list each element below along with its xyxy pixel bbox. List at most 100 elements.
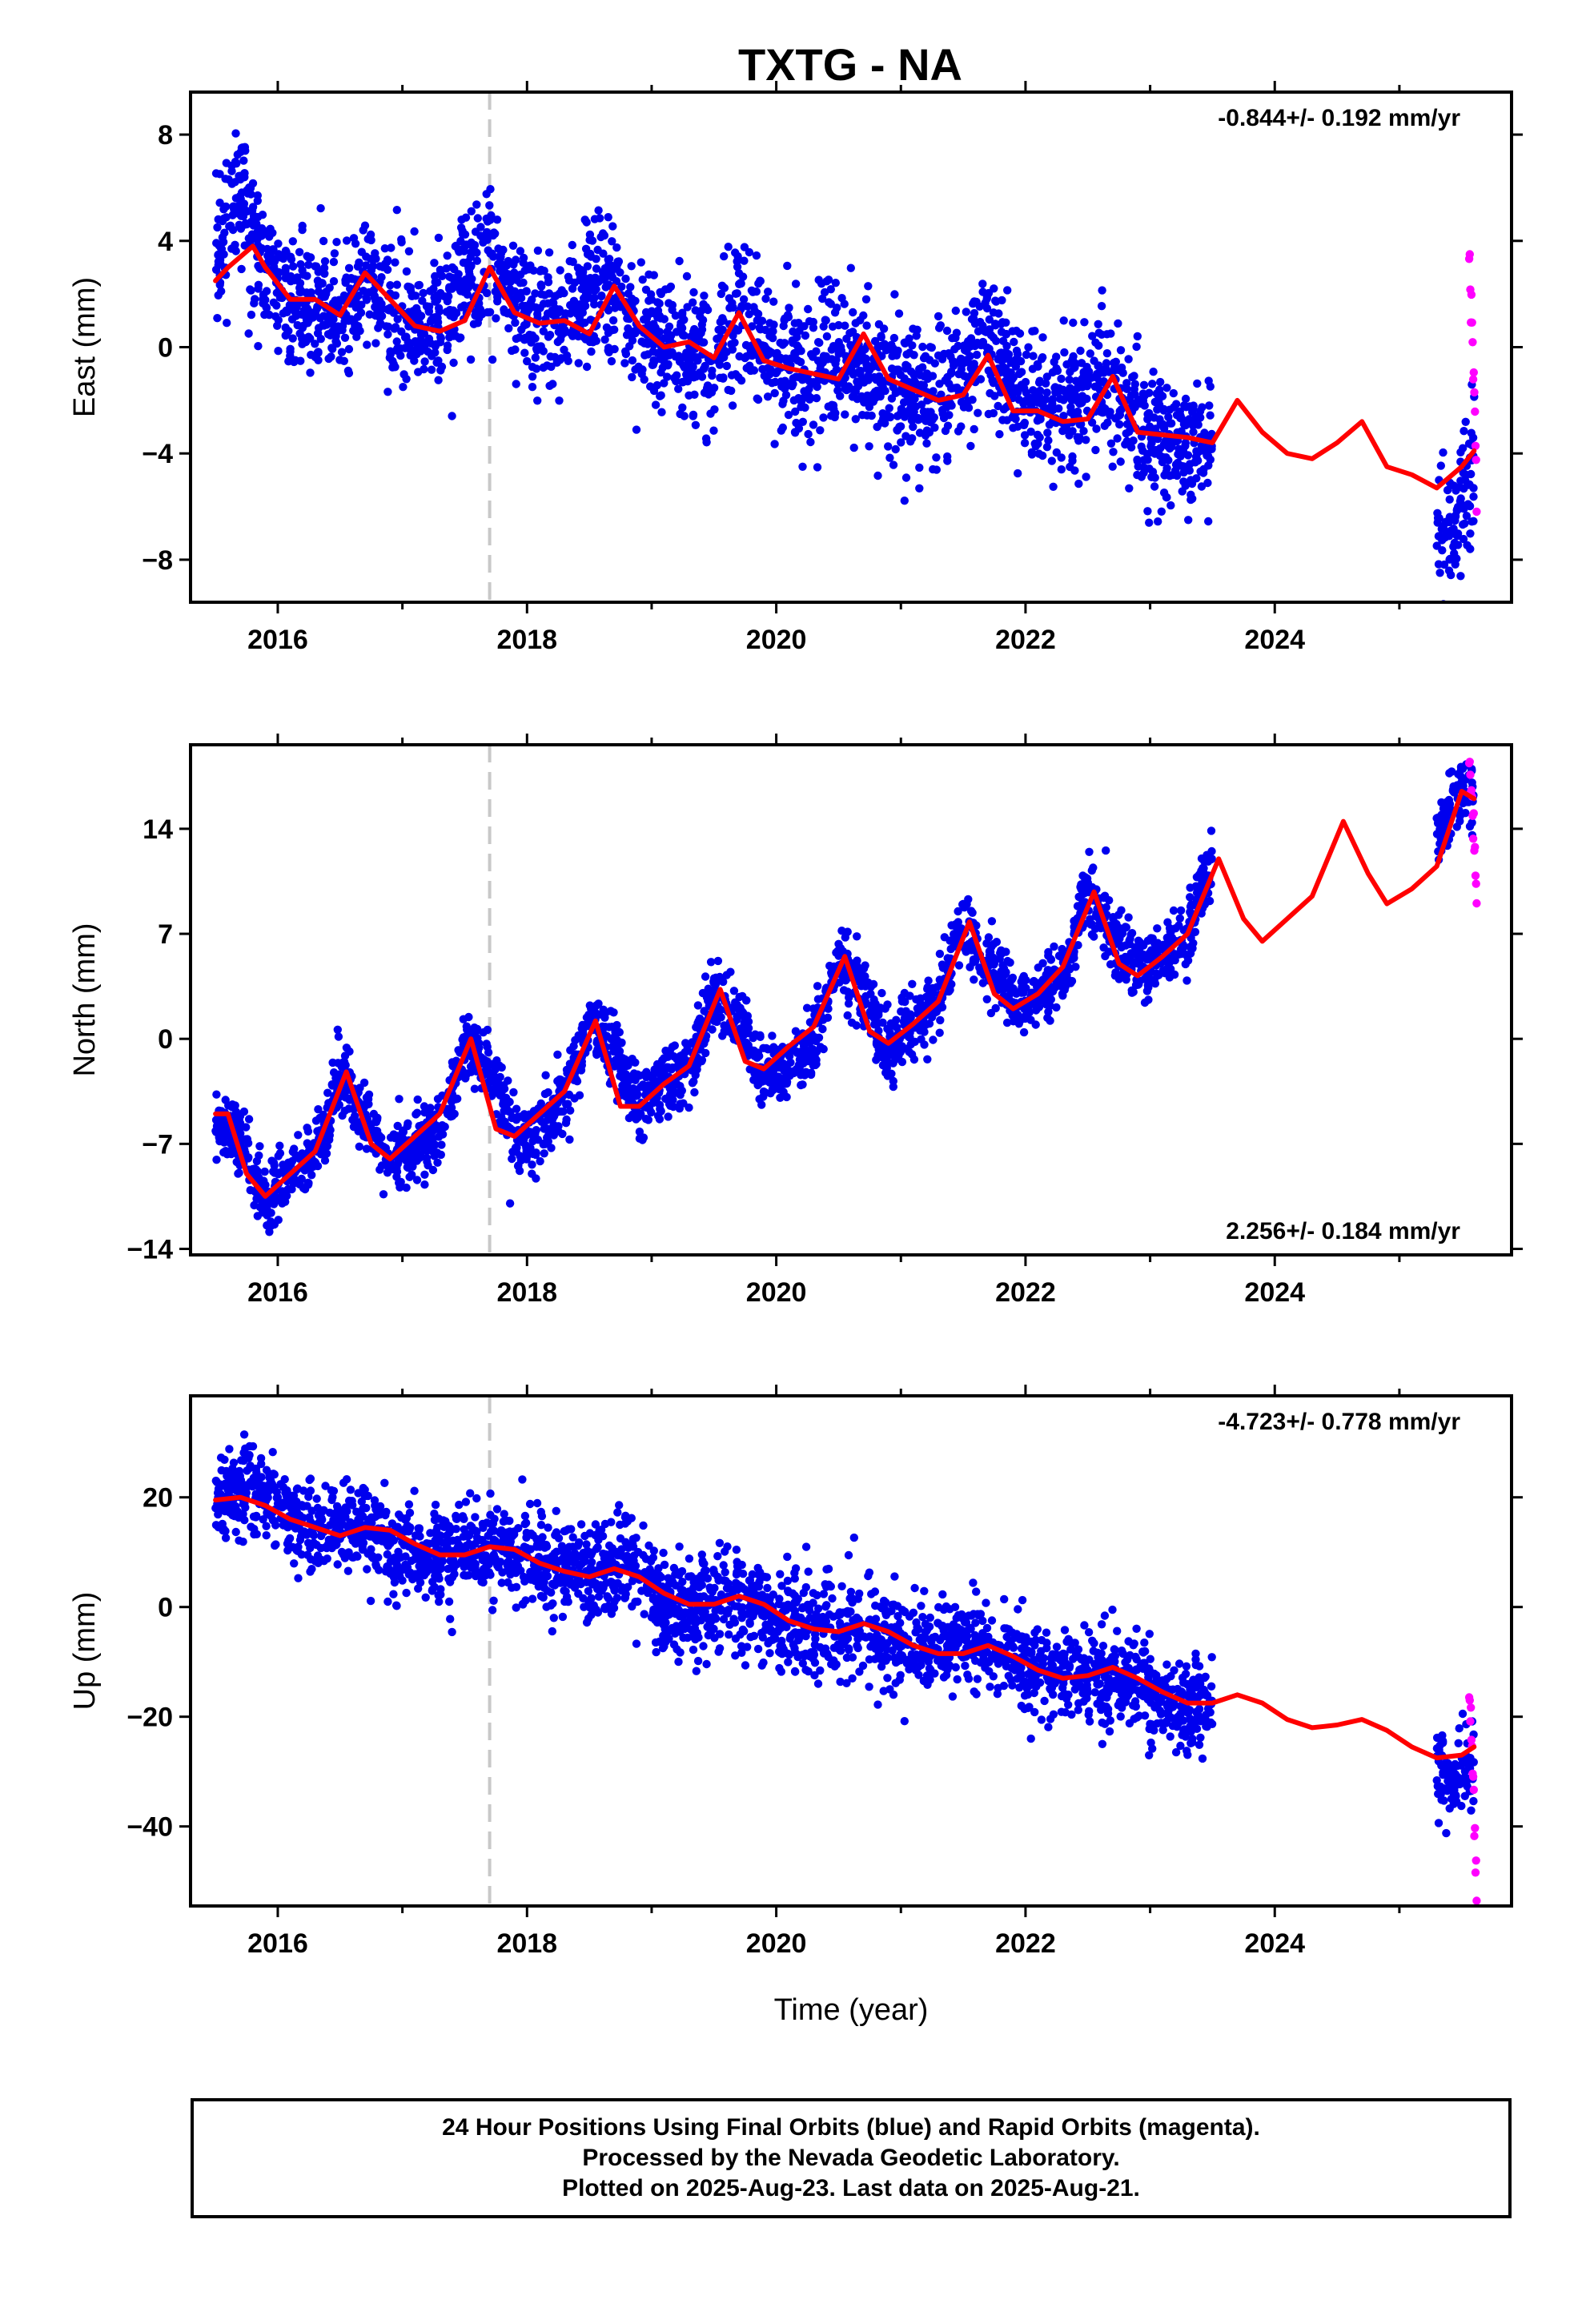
final-point <box>1086 915 1094 924</box>
final-point <box>896 1047 905 1057</box>
final-point <box>610 344 619 354</box>
final-point <box>247 286 255 295</box>
final-point <box>727 340 736 348</box>
y-tick-label: −4 <box>142 439 173 469</box>
final-point <box>646 382 655 391</box>
final-point <box>1158 943 1168 952</box>
final-point <box>954 341 962 351</box>
final-point <box>532 364 541 373</box>
final-point <box>420 357 429 366</box>
final-point <box>1102 330 1111 339</box>
final-point <box>1438 546 1447 555</box>
final-point <box>897 993 906 1003</box>
final-point <box>891 444 900 454</box>
final-point <box>227 167 236 175</box>
final-point <box>316 335 325 344</box>
final-point <box>1166 501 1175 510</box>
final-point <box>235 1115 243 1124</box>
final-point <box>612 243 621 252</box>
final-point <box>362 252 371 261</box>
final-point <box>402 1183 411 1192</box>
final-point <box>901 473 911 482</box>
final-point <box>1464 439 1474 448</box>
final-point <box>644 310 654 319</box>
final-point <box>1162 441 1171 450</box>
final-point <box>885 453 894 462</box>
final-point <box>1206 411 1215 420</box>
final-point <box>892 388 901 396</box>
final-point <box>805 377 814 386</box>
final-point <box>834 349 843 358</box>
chart-title: TXTG - NA <box>738 39 962 90</box>
final-point <box>393 315 402 324</box>
final-point <box>1048 395 1058 404</box>
final-point <box>437 1140 446 1149</box>
final-point <box>1127 988 1137 997</box>
final-point <box>608 237 616 246</box>
final-point <box>296 356 305 365</box>
final-point <box>1066 403 1075 412</box>
final-point <box>1140 464 1150 472</box>
final-point <box>1170 403 1178 412</box>
final-point <box>526 335 535 344</box>
final-point <box>1065 375 1074 384</box>
final-point <box>1130 380 1140 388</box>
final-point <box>379 1142 388 1152</box>
final-point <box>656 1107 665 1116</box>
final-point <box>411 337 420 346</box>
final-point <box>804 429 813 439</box>
final-point <box>909 351 918 360</box>
final-point <box>722 348 731 356</box>
final-point <box>1073 396 1082 405</box>
final-point <box>545 331 555 340</box>
final-point <box>660 379 669 388</box>
final-point <box>1070 466 1079 475</box>
final-point <box>331 337 340 346</box>
final-point <box>279 1160 287 1169</box>
rapid-point <box>1470 388 1479 397</box>
final-point <box>1029 352 1038 360</box>
final-point <box>532 1126 540 1135</box>
final-point <box>729 331 737 340</box>
final-point <box>745 1065 754 1074</box>
final-point <box>1014 468 1022 478</box>
final-point <box>386 281 395 290</box>
final-point <box>954 961 964 970</box>
final-point <box>212 239 221 247</box>
final-point <box>460 301 468 310</box>
final-point <box>319 263 329 272</box>
final-point <box>492 314 500 323</box>
final-point <box>1183 451 1193 460</box>
final-point <box>1017 368 1026 376</box>
final-point <box>798 1080 807 1089</box>
final-point <box>363 340 371 349</box>
final-point <box>237 264 246 274</box>
final-point <box>334 1032 343 1041</box>
final-point <box>461 277 470 286</box>
final-point <box>1437 525 1447 533</box>
final-point <box>587 282 596 291</box>
final-point <box>1024 343 1033 352</box>
final-point <box>927 1011 936 1020</box>
final-point <box>845 382 853 391</box>
final-point <box>626 283 635 292</box>
final-point <box>293 320 302 330</box>
final-point <box>982 939 991 948</box>
final-point <box>907 1050 917 1059</box>
final-point <box>431 271 440 281</box>
final-point <box>536 304 544 312</box>
y-tick-label: 0 <box>158 333 173 364</box>
final-orbit-points <box>211 760 1478 1236</box>
final-point <box>871 999 880 1008</box>
final-point <box>928 372 938 380</box>
final-point <box>553 1050 562 1059</box>
final-point <box>408 1162 417 1172</box>
final-point <box>742 996 751 1005</box>
final-point <box>406 345 415 354</box>
final-point <box>794 1060 803 1070</box>
final-point <box>1046 1016 1054 1025</box>
final-point <box>1058 989 1067 999</box>
final-point <box>265 232 274 241</box>
final-point <box>655 299 664 308</box>
